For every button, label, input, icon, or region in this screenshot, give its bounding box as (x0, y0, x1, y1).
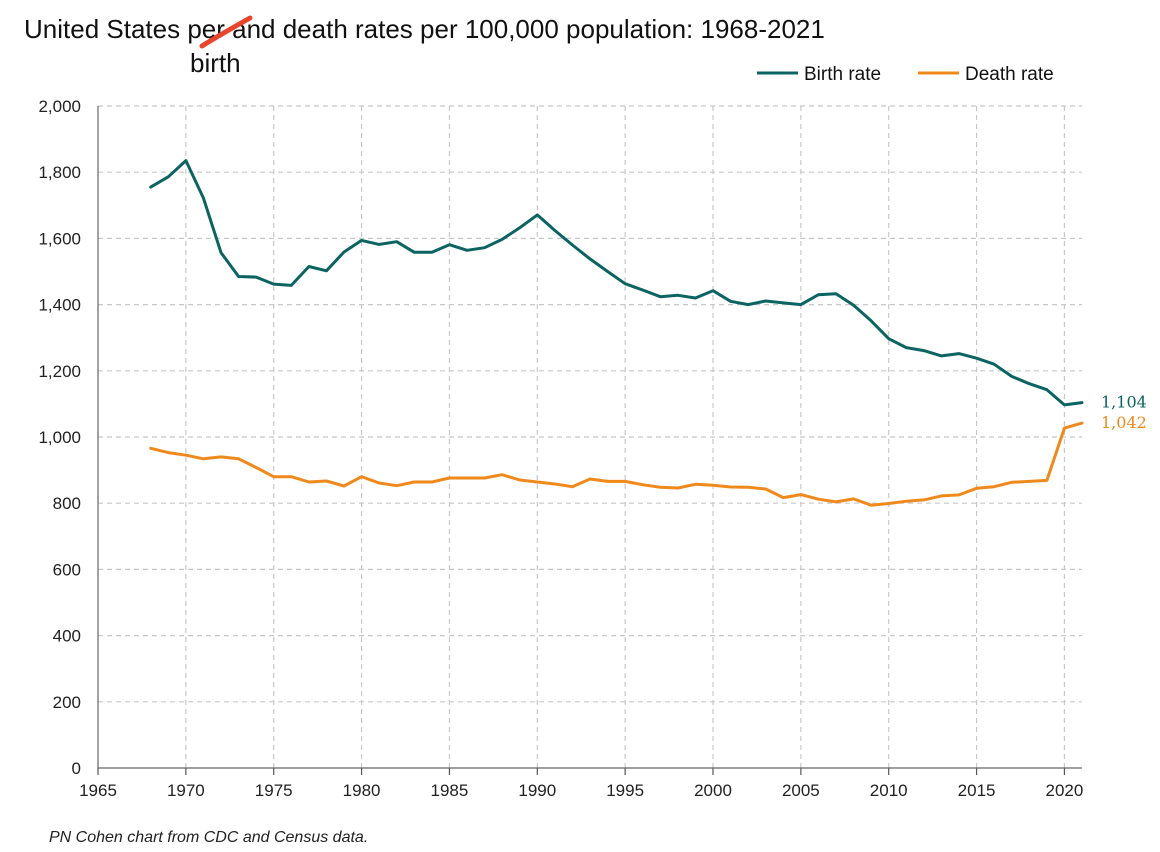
y-tick-label: 2,000 (38, 97, 81, 116)
death-rate-line (149, 421, 1084, 507)
x-tick-label: 1980 (343, 781, 381, 800)
axes: 0 200 400 600 800 1,000 1,200 1,400 1,600 1,800 2,… (38, 97, 1083, 800)
x-tick-label: 1975 (255, 781, 293, 800)
title-struck-word: per (187, 14, 225, 44)
y-tick-label: 1,000 (38, 428, 81, 447)
birth-rate-line (149, 159, 1084, 407)
chart-title: United States per and death rates per 10… (24, 14, 825, 44)
y-tick-label: 1,200 (38, 362, 81, 381)
legend-death-label: Death rate (965, 64, 1054, 85)
red-strikethrough-mark (199, 15, 253, 49)
x-tick-label: 1995 (606, 781, 644, 800)
x-tick-label: 1985 (431, 781, 469, 800)
x-tick-label: 2020 (1046, 781, 1084, 800)
gridlines (98, 105, 1082, 768)
x-tick-label: 2000 (694, 781, 732, 800)
birth-rate-end-label: 1,104 (1101, 393, 1147, 412)
x-tick-label: 1990 (518, 781, 556, 800)
y-tick-label: 1,800 (38, 163, 81, 182)
x-tick-label: 1970 (167, 781, 205, 800)
legend-birth-label: Birth rate (804, 64, 881, 85)
y-tick-label: 600 (53, 560, 81, 579)
legend: Birth rate Death rate (757, 64, 1054, 85)
y-tick-label: 1,400 (38, 296, 81, 315)
title-part-before: United States (24, 14, 187, 44)
y-tick-label: 0 (72, 759, 81, 778)
x-tick-label: 2015 (958, 781, 996, 800)
series (149, 159, 1084, 507)
y-tick-label: 200 (53, 693, 81, 712)
death-rate-end-label: 1,042 (1101, 413, 1147, 432)
x-tick-label: 1965 (79, 781, 117, 800)
title-part-after: and death rates per 100,000 population: … (225, 14, 825, 44)
y-tick-label: 1,600 (38, 229, 81, 248)
source-note: PN Cohen chart from CDC and Census data. (49, 829, 368, 846)
y-tick-label: 400 (53, 627, 81, 646)
handwritten-correction: birth (190, 48, 241, 78)
x-tick-label: 2005 (782, 781, 820, 800)
x-tick-label: 2010 (870, 781, 908, 800)
y-tick-label: 800 (53, 494, 81, 513)
